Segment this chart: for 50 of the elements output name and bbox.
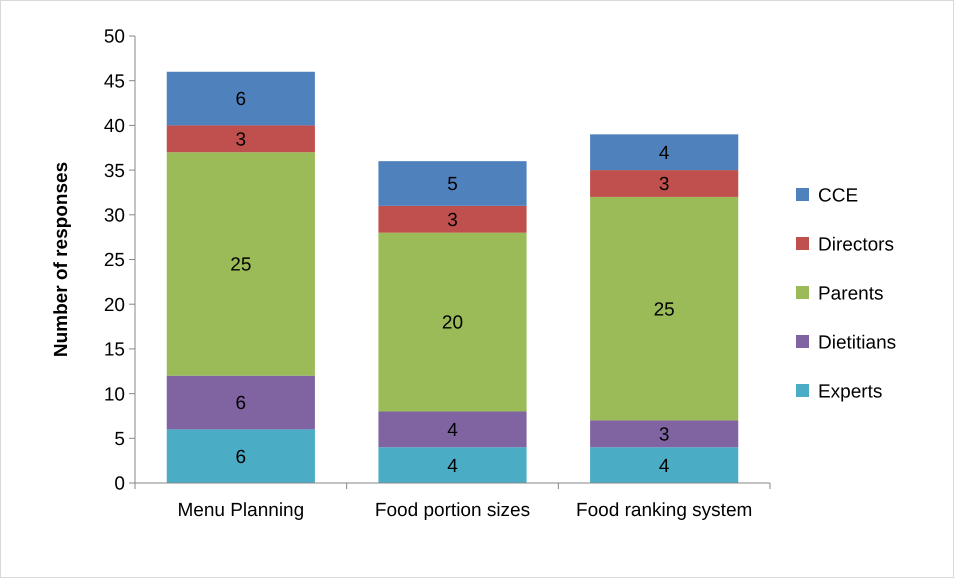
legend-label: Parents	[818, 284, 884, 305]
data-label: 4	[658, 456, 670, 477]
data-label: 3	[658, 174, 670, 196]
data-label: 5	[447, 174, 458, 196]
bar	[590, 420, 738, 448]
y-tick-label: 40	[104, 116, 125, 138]
x-tick-label: Menu Planning	[177, 500, 304, 521]
y-tick-label: 15	[104, 340, 125, 361]
x-tick-label: Food ranking system	[576, 500, 752, 521]
legend-label: Experts	[818, 382, 882, 403]
y-tick-label: 10	[104, 384, 125, 406]
data-label: 4	[658, 142, 670, 164]
bar	[378, 411, 527, 448]
data-label: 6	[236, 89, 246, 110]
x-tick-label: Food portion sizes	[374, 500, 530, 521]
legend-label: Dietitians	[818, 332, 896, 354]
bar	[166, 125, 315, 152]
bar	[166, 72, 315, 126]
bar	[378, 206, 527, 233]
data-label: 20	[442, 312, 464, 334]
y-tick-label: 30	[104, 205, 125, 226]
data-label: 6	[236, 393, 246, 414]
y-tick-label: 35	[104, 160, 125, 182]
y-tick-label: 0	[114, 474, 125, 495]
y-tick-label: 20	[104, 294, 125, 316]
data-label: 4	[447, 456, 458, 477]
data-label: 25	[654, 299, 675, 320]
bar	[590, 134, 738, 170]
data-label: 25	[230, 254, 252, 276]
data-label: 4	[447, 420, 458, 442]
bar	[166, 376, 315, 430]
y-tick-label: 25	[104, 250, 125, 272]
bar	[378, 161, 527, 206]
legend-label: CCE	[818, 186, 858, 207]
y-axis-title: Number of responses	[51, 162, 72, 358]
data-label: 3	[447, 210, 458, 231]
data-label: 6	[236, 446, 246, 468]
legend-label: Directors	[818, 234, 894, 256]
bar	[590, 196, 738, 420]
bar	[378, 232, 527, 412]
y-tick-label: 45	[104, 71, 125, 92]
bar	[166, 152, 315, 376]
bar	[378, 447, 527, 483]
bar	[590, 447, 738, 483]
bar	[590, 170, 738, 197]
y-tick-label: 5	[114, 428, 125, 450]
data-label: 3	[658, 424, 670, 446]
y-tick-label: 50	[104, 26, 125, 48]
bar	[166, 429, 315, 483]
data-label: 3	[236, 129, 246, 150]
